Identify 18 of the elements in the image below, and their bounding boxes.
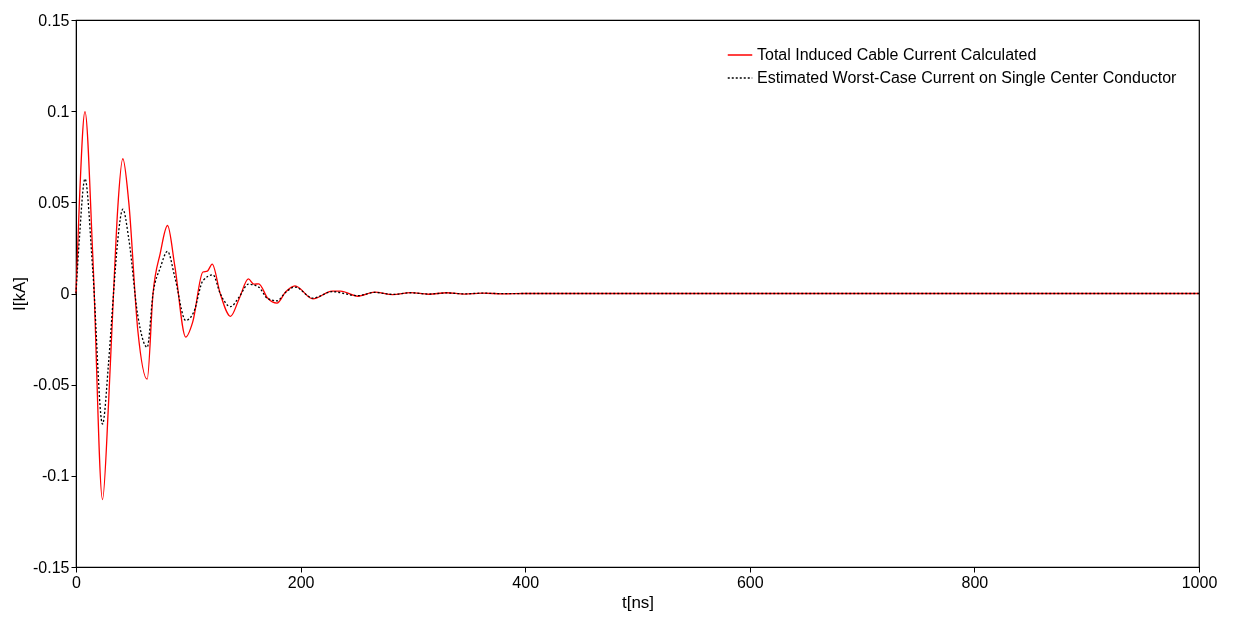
x-tick-label: 0 (72, 573, 82, 591)
x-axis-title: t[ns] (621, 592, 655, 612)
y-tick-label: 0.15 (38, 11, 70, 29)
line-series (75, 110, 1200, 501)
legend-label: Estimated Worst-Case Current on Single Center Conductor (757, 69, 1178, 86)
legend-label: Total Induced Cable Current Calculated (757, 46, 1037, 63)
x-tick-label: 600 (736, 573, 764, 591)
y-axis-title: I[kA] (10, 276, 30, 312)
x-tick-label: 200 (287, 573, 315, 591)
x-tick-label: 1000 (1181, 573, 1218, 591)
y-tick-label: -0.1 (41, 467, 70, 485)
x-tick-label: 400 (512, 573, 540, 591)
x-tick-label: 800 (961, 573, 989, 591)
y-tick-label: -0.05 (33, 376, 70, 394)
y-tick-label: 0.1 (47, 102, 70, 120)
y-tick-label: 0 (60, 285, 70, 302)
y-tick-label: 0.05 (38, 193, 70, 211)
y-tick-label: -0.15 (33, 558, 70, 576)
